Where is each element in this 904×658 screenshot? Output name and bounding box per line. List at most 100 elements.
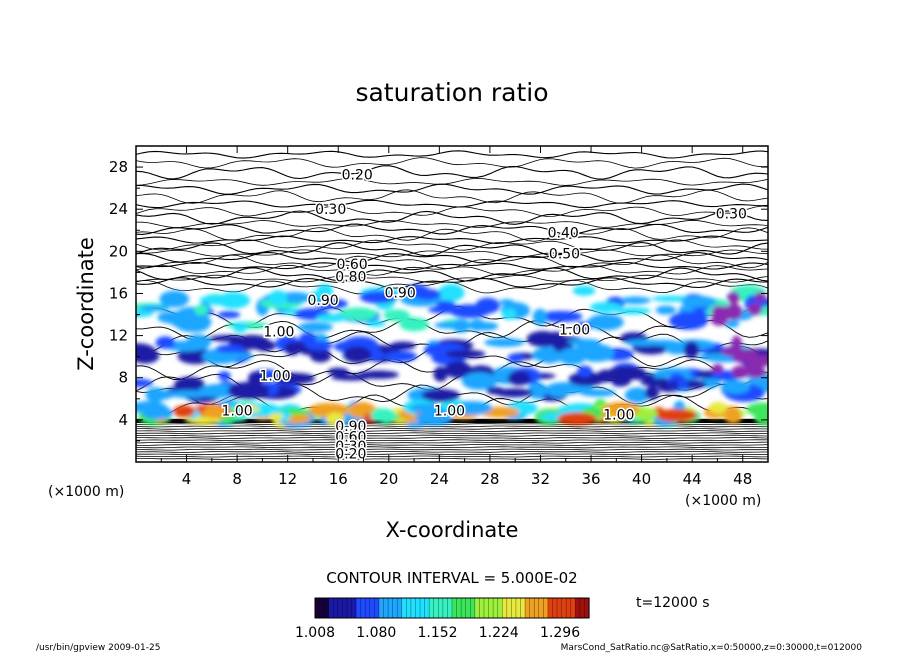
- colorbar-frame: [314, 597, 590, 619]
- field-blob: [316, 284, 334, 299]
- field-blob: [167, 390, 211, 399]
- field-blob: [573, 376, 594, 385]
- field-blob: [268, 290, 288, 305]
- colorbar-cell: [525, 598, 531, 618]
- field-blob: [173, 405, 195, 418]
- x-axis-label: X-coordinate: [386, 518, 519, 542]
- contour-line: [136, 177, 768, 186]
- colorbar-tick-labels: 1.008 1.080 1.152 1.224 1.296: [295, 625, 580, 641]
- field-blob: [656, 408, 697, 423]
- x-tick-label: 44: [683, 470, 702, 488]
- field-blob: [316, 313, 347, 323]
- field-blob: [155, 336, 176, 349]
- field-blob: [145, 389, 175, 400]
- field-blob: [234, 334, 270, 348]
- colorbar-cell: [506, 598, 512, 618]
- colorbar-cell: [584, 598, 590, 618]
- contour-line: [136, 441, 768, 444]
- contour-label: 1.00: [559, 322, 590, 338]
- field-blob: [507, 353, 524, 363]
- colorbar-cell: [502, 598, 508, 618]
- field-blob: [589, 301, 622, 313]
- field-blob: [157, 311, 187, 324]
- contour-line: [136, 199, 768, 209]
- x-tick-label: 40: [632, 470, 651, 488]
- contour-line: [136, 227, 768, 242]
- contour-line: [136, 165, 768, 180]
- field-blob: [208, 352, 221, 365]
- colorbar-cell: [401, 598, 407, 618]
- contour-label: 0.30: [335, 439, 366, 455]
- contour-line: [136, 249, 768, 258]
- colorbar-cell: [438, 598, 444, 618]
- field-blob: [587, 314, 624, 331]
- colorbar-cell: [447, 598, 453, 618]
- contour-line: [136, 279, 768, 295]
- field-blob: [194, 304, 209, 316]
- x-tick-label: 16: [329, 470, 348, 488]
- field-blob: [339, 307, 378, 321]
- contour-interval-label: CONTOUR INTERVAL = 5.000E-02: [326, 569, 577, 587]
- field-blob: [136, 343, 157, 362]
- contour-lines: [136, 150, 768, 460]
- field-blob: [724, 319, 740, 328]
- colorbar-tick-label: 1.152: [417, 625, 457, 641]
- contour-line: [136, 223, 768, 235]
- colorbar-cell: [442, 598, 449, 618]
- footer-left: /usr/bin/gpview 2009-01-25: [36, 643, 160, 653]
- field-blob: [526, 331, 559, 347]
- x-tick-label: 48: [733, 470, 752, 488]
- field-blob: [421, 388, 460, 402]
- colorbar-cell: [429, 598, 435, 618]
- colorbar-tick-label: 1.296: [540, 625, 580, 641]
- field-blob: [426, 408, 445, 421]
- field-blob: [558, 347, 587, 366]
- colorbar-cell: [552, 598, 558, 618]
- field-blob: [624, 387, 650, 404]
- contour-line: [136, 219, 768, 228]
- contour-label: 0.90: [307, 293, 338, 309]
- field-blob: [720, 379, 751, 395]
- colorbar-cell: [351, 598, 357, 618]
- field-blob: [486, 386, 505, 395]
- colorbar-cell: [369, 598, 375, 618]
- colorbar-cell: [433, 598, 439, 618]
- field-blob: [215, 344, 245, 353]
- colorbar-cell: [488, 598, 494, 618]
- field-blob: [731, 365, 748, 379]
- colorbar-cell: [538, 598, 544, 618]
- y-tick-label: 4: [118, 411, 128, 429]
- field-blob: [499, 299, 515, 306]
- contour-label: 1.00: [263, 324, 294, 340]
- colorbar-tick-label: 1.080: [356, 625, 396, 641]
- contour-label: 0.90: [385, 285, 416, 301]
- colorbar-cell: [342, 598, 348, 618]
- field-blob: [681, 295, 717, 308]
- field-blob: [546, 382, 584, 395]
- contour-label: 1.00: [603, 408, 634, 424]
- y-axis: 4 8 12 16 20 24 28: [109, 145, 768, 442]
- colorbar-cell: [315, 598, 321, 618]
- field-blob: [697, 352, 732, 360]
- contour-line: [136, 446, 768, 449]
- field-blob: [141, 406, 174, 420]
- field-blob: [724, 410, 742, 424]
- contour-line: [136, 210, 768, 225]
- contour-line: [136, 432, 768, 435]
- colorbar-cell: [465, 598, 471, 618]
- contour-label: 0.80: [335, 270, 366, 286]
- colorbar-cell: [529, 598, 535, 618]
- field-blob: [557, 412, 597, 426]
- colorbar-cell: [452, 598, 458, 618]
- contour-line: [136, 434, 768, 437]
- field-blob: [343, 346, 372, 364]
- field-blob: [383, 309, 411, 322]
- contour-line: [136, 261, 768, 271]
- field-blob: [269, 412, 284, 421]
- field-blob: [325, 412, 345, 426]
- contour-label: 0.50: [549, 246, 580, 262]
- contour-line: [136, 451, 768, 453]
- field-blob: [746, 402, 768, 417]
- field-blob: [389, 341, 416, 350]
- field-blob: [437, 284, 465, 302]
